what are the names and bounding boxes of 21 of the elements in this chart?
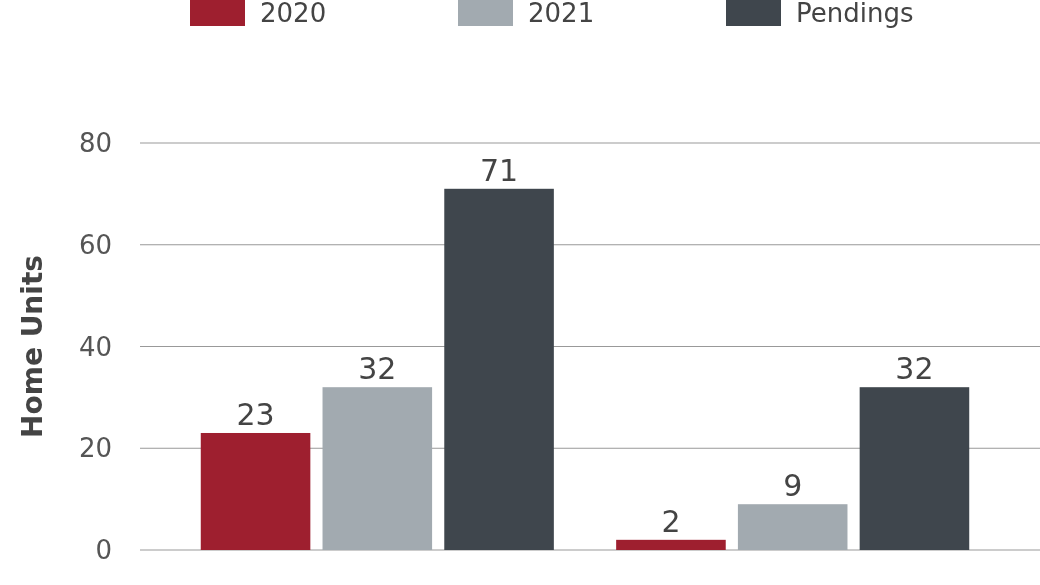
y-tick-label: 20 xyxy=(78,433,112,464)
legend-label: 2020 xyxy=(260,0,327,29)
y-axis-title: Home Units xyxy=(16,255,49,438)
y-tick-label: 0 xyxy=(95,535,112,566)
bar xyxy=(616,539,726,550)
legend-label: 2021 xyxy=(528,0,595,29)
legend-label: Pendings xyxy=(796,0,914,29)
data-label: 9 xyxy=(783,468,803,504)
bar xyxy=(322,387,433,550)
bar xyxy=(859,387,970,550)
y-tick-label: 40 xyxy=(78,331,112,362)
y-tick-label: 80 xyxy=(78,128,112,159)
data-label: 2 xyxy=(661,503,681,539)
data-label: 32 xyxy=(895,351,934,387)
bar xyxy=(200,432,311,550)
data-label: 32 xyxy=(358,351,397,387)
y-tick-label: 60 xyxy=(78,229,112,260)
bar xyxy=(737,504,848,550)
data-label: 23 xyxy=(236,396,275,432)
data-label: 71 xyxy=(479,152,519,188)
bar xyxy=(444,188,554,550)
